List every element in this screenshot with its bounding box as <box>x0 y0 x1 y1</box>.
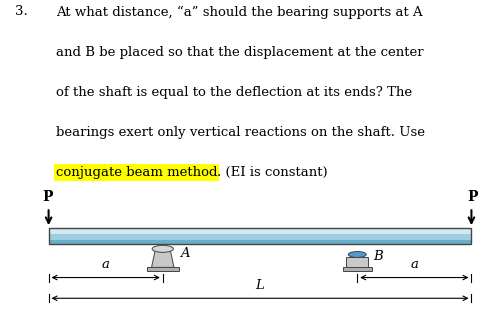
Bar <box>49 240 471 244</box>
Bar <box>343 267 372 271</box>
Text: At what distance, “a” should the bearing supports at A: At what distance, “a” should the bearing… <box>56 5 422 19</box>
Text: A: A <box>180 247 190 260</box>
Text: . (EI is constant): . (EI is constant) <box>217 166 328 179</box>
Bar <box>347 257 368 267</box>
Text: a: a <box>410 258 418 271</box>
Text: 3.: 3. <box>15 5 27 19</box>
Text: a: a <box>102 258 110 271</box>
Text: of the shaft is equal to the deflection at its ends? The: of the shaft is equal to the deflection … <box>56 86 412 99</box>
Text: P: P <box>468 190 478 204</box>
Text: bearings exert only vertical reactions on the shaft. Use: bearings exert only vertical reactions o… <box>56 126 425 139</box>
Text: P: P <box>42 190 52 204</box>
Polygon shape <box>152 250 174 267</box>
Bar <box>49 228 471 234</box>
Circle shape <box>152 245 174 252</box>
Text: L: L <box>256 279 264 292</box>
Bar <box>49 234 471 240</box>
Circle shape <box>348 252 366 257</box>
Bar <box>147 267 179 271</box>
Text: B: B <box>373 249 383 263</box>
Bar <box>49 228 471 244</box>
Text: conjugate beam method: conjugate beam method <box>56 166 217 179</box>
Text: and B be placed so that the displacement at the center: and B be placed so that the displacement… <box>56 46 423 59</box>
